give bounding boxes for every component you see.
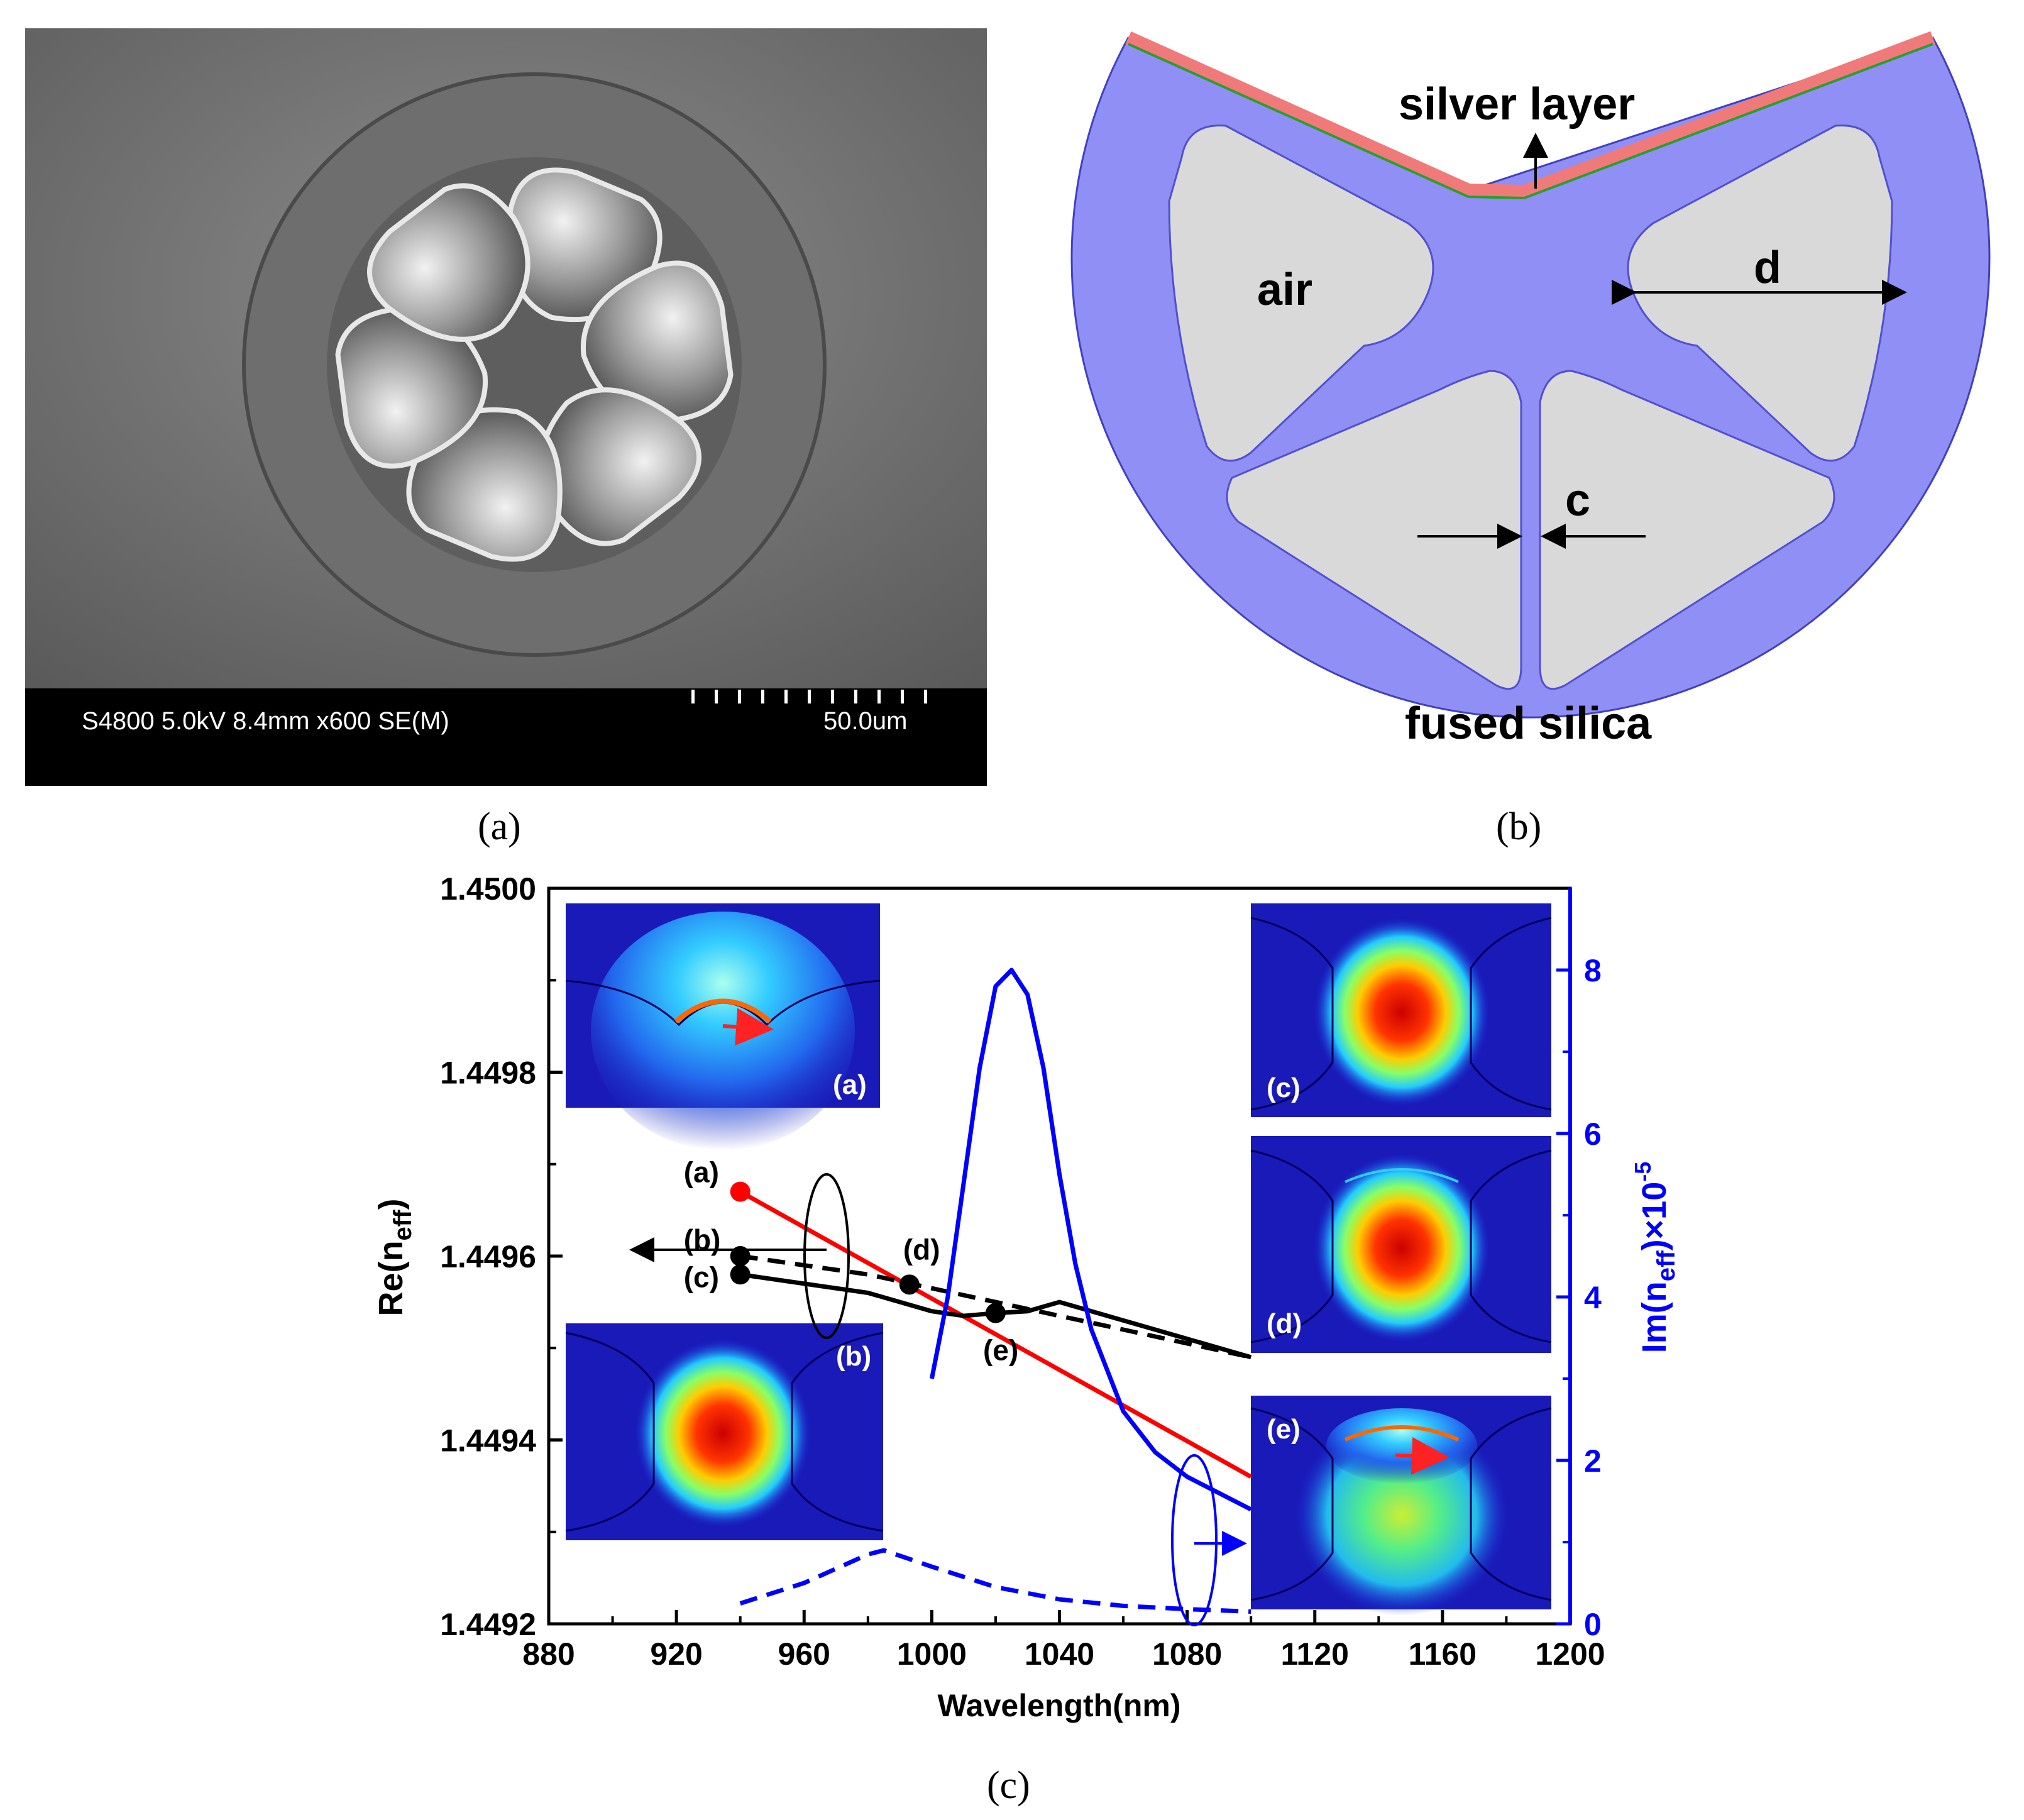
scale-tick	[924, 690, 927, 703]
data-points: (a) (b) (c) (d) (e)	[684, 1156, 1018, 1367]
sem-info-text: S4800 5.0kV 8.4mm x600 SE(M)	[82, 707, 449, 735]
x-tick-label: 880	[522, 1636, 575, 1672]
data-point-label: (c)	[684, 1260, 719, 1293]
y-left-tick-label: 1.4500	[440, 871, 536, 907]
y-right-tick-label: 8	[1584, 953, 1602, 988]
y-left-axis-label: Re(neff)	[372, 1199, 417, 1316]
air-holes	[335, 167, 734, 562]
d-label: d	[1754, 243, 1781, 293]
y-left-tick-label: 1.4492	[440, 1607, 536, 1642]
y-right-ticks: 0 2 4 6 8	[1556, 888, 1602, 1642]
data-point	[730, 1181, 751, 1202]
data-point-label: (b)	[684, 1223, 721, 1256]
y-left-tick-label: 1.4496	[440, 1239, 536, 1274]
scale-tick	[877, 690, 881, 703]
data-point-label: (d)	[903, 1233, 940, 1266]
data-point-label: (a)	[684, 1156, 719, 1189]
x-tick-label: 1160	[1409, 1636, 1477, 1672]
scale-tick	[854, 690, 857, 703]
scale-tick	[761, 690, 764, 703]
inset-d-label: (d)	[1267, 1308, 1302, 1339]
inset-c: (c)	[1250, 903, 1552, 1117]
x-tick-label: 960	[778, 1636, 830, 1672]
data-point	[730, 1264, 751, 1285]
inset-a: (a)	[565, 903, 881, 1150]
silver-layer	[1125, 31, 1935, 199]
inset-b: (b)	[565, 1323, 884, 1540]
panel-a: S4800 5.0kV 8.4mm x600 SE(M) 50.0um (a)	[25, 28, 987, 848]
fused-silica-label: fused silica	[1405, 698, 1652, 749]
panel-c: 880 920 960 1000 1040 1080 1120 1160 1200 1.4492…	[372, 871, 1680, 1807]
inset-c-label: (c)	[1267, 1073, 1301, 1103]
x-tick-label: 1120	[1281, 1636, 1349, 1672]
inset-b-label: (b)	[836, 1341, 871, 1372]
scale-tick	[901, 690, 904, 703]
air-hole-bottom-right	[1539, 370, 1835, 690]
y-right-tick-label: 2	[1584, 1443, 1602, 1479]
x-axis-label: Wavelength(nm)	[937, 1688, 1180, 1723]
scale-bar-label: 50.0um	[823, 707, 907, 735]
data-point	[730, 1246, 751, 1266]
data-point-label: (e)	[983, 1334, 1018, 1367]
y-right-axis-label: Im(neff)×10-5	[1630, 1162, 1680, 1354]
x-tick-label: 1200	[1535, 1636, 1605, 1672]
inset-e-label: (e)	[1267, 1414, 1301, 1445]
gold-interface-line	[1128, 43, 1933, 200]
scale-tick	[691, 690, 695, 703]
scale-tick	[738, 690, 741, 703]
scale-tick	[784, 690, 788, 703]
y-left-tick-label: 1.4498	[440, 1056, 536, 1091]
x-tick-label: 1040	[1025, 1636, 1094, 1672]
inset-d: (d)	[1250, 1136, 1552, 1353]
panel-b: silver layer air d c fused silica (b)	[1070, 31, 1991, 848]
x-tick-label: 1080	[1152, 1636, 1222, 1672]
panel-a-caption: (a)	[478, 805, 521, 848]
panel-c-caption: (c)	[987, 1764, 1030, 1807]
air-hole-bottom-left	[1226, 370, 1522, 690]
inset-a-label: (a)	[833, 1069, 867, 1100]
scale-bar	[691, 690, 927, 703]
series-line-0	[739, 1189, 1252, 1479]
series-line-4	[739, 1548, 1251, 1614]
inset-e: (e)	[1250, 1396, 1552, 1616]
x-tick-label: 920	[650, 1636, 702, 1672]
left-axis-ellipse	[803, 1173, 850, 1339]
y-left-ticks: 1.4492 1.4494 1.4496 1.4498 1.4500	[440, 871, 563, 1642]
sem-air-hole	[367, 183, 531, 342]
sem-info-bar	[25, 688, 987, 786]
right-axis-ellipse	[1171, 1454, 1218, 1626]
y-left-tick-label: 1.4494	[440, 1423, 536, 1459]
y-right-tick-label: 6	[1584, 1117, 1602, 1152]
scale-tick	[831, 690, 834, 703]
data-point	[899, 1274, 920, 1295]
air-hole-left	[1168, 124, 1434, 462]
data-point	[985, 1303, 1006, 1323]
x-ticks: 880 920 960 1000 1040 1080 1120 1160 1200	[522, 1610, 1605, 1672]
scale-tick	[808, 690, 811, 703]
silver-layer-label: silver layer	[1399, 79, 1635, 130]
panel-b-caption: (b)	[1496, 805, 1541, 848]
y-right-tick-label: 4	[1584, 1280, 1602, 1315]
x-tick-label: 1000	[897, 1636, 967, 1672]
series-line-3	[929, 968, 1252, 1512]
c-label: c	[1565, 475, 1590, 526]
y-right-tick-label: 0	[1584, 1607, 1602, 1642]
series-line-1	[740, 1254, 1251, 1360]
scale-tick	[715, 690, 718, 703]
air-label: air	[1257, 265, 1312, 315]
